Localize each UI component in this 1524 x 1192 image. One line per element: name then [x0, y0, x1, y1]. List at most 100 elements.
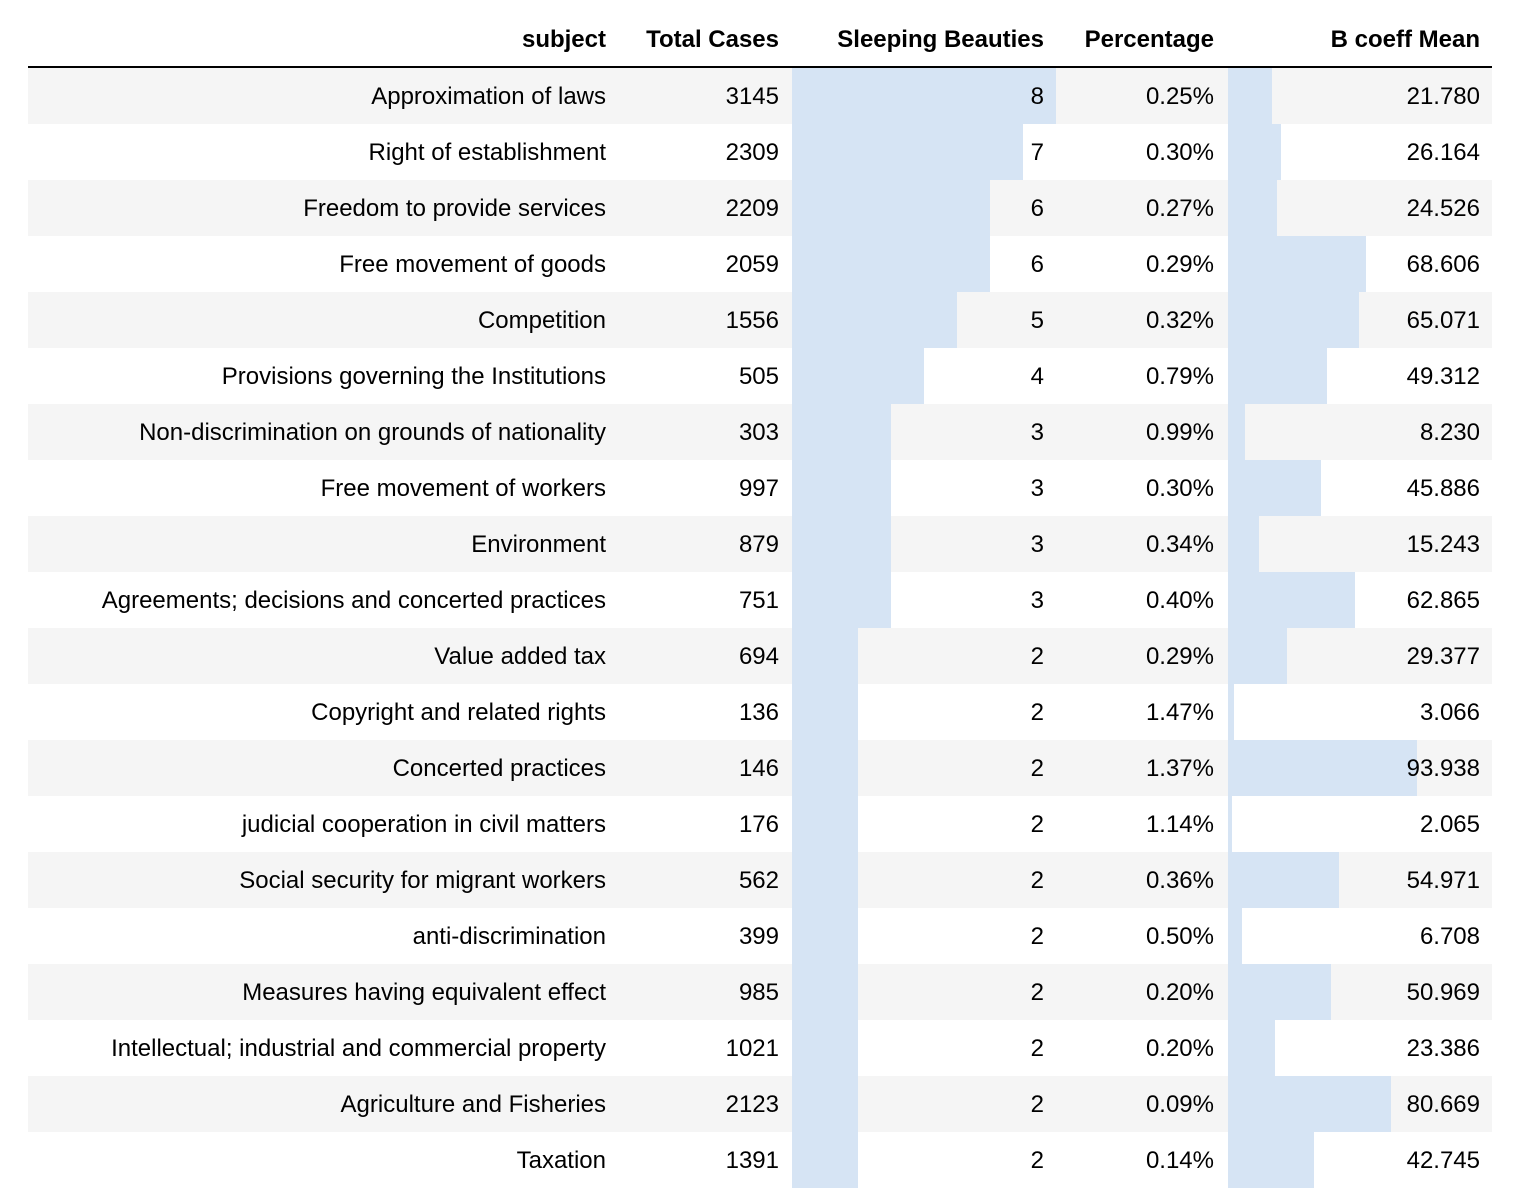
cell-total-cases: 1021 — [725, 1035, 779, 1062]
cell-sleeping-beauties: 7 — [1030, 139, 1044, 166]
cell-total-cases: 303 — [738, 419, 779, 446]
table-row: Free movement of goods 2059 6 0.29% 68.606 — [28, 236, 1492, 292]
cell-total-cases: 2209 — [725, 195, 779, 222]
cell-subject: Environment — [471, 531, 606, 558]
cell-b-coeff-mean: 80.669 — [1406, 1091, 1480, 1118]
cell-percentage: 0.09% — [1145, 1091, 1214, 1118]
b-coeff-bar — [1228, 908, 1242, 964]
cell-b-coeff-mean: 26.164 — [1406, 139, 1480, 166]
b-coeff-bar — [1228, 572, 1355, 628]
sleeping-beauties-bar — [792, 908, 858, 964]
cell-sleeping-beauties: 3 — [1030, 587, 1044, 614]
b-coeff-bar — [1228, 1076, 1391, 1132]
cell-percentage: 0.14% — [1145, 1147, 1214, 1174]
cell-total-cases: 997 — [738, 475, 779, 502]
cell-sleeping-beauties: 6 — [1030, 251, 1044, 278]
cell-subject: Value added tax — [434, 643, 606, 670]
cell-sleeping-beauties: 2 — [1030, 811, 1044, 838]
cell-total-cases: 505 — [738, 363, 779, 390]
cell-sleeping-beauties: 4 — [1030, 363, 1044, 390]
b-coeff-bar — [1228, 292, 1360, 348]
cell-b-coeff-mean: 29.377 — [1406, 643, 1480, 670]
sleeping-beauties-bar — [792, 236, 990, 292]
cell-total-cases: 146 — [738, 755, 779, 782]
cell-b-coeff-mean: 49.312 — [1406, 363, 1480, 390]
cell-total-cases: 2123 — [725, 1091, 779, 1118]
cell-total-cases: 694 — [738, 643, 779, 670]
cell-percentage: 0.30% — [1145, 475, 1214, 502]
cell-subject: Measures having equivalent effect — [242, 979, 606, 1006]
sleeping-beauties-bar — [792, 572, 891, 628]
table-row: Competition 1556 5 0.32% 65.071 — [28, 292, 1492, 348]
sleeping-beauties-bar — [792, 1132, 858, 1188]
sleeping-beauties-bar — [792, 1076, 858, 1132]
header-b-coeff-mean: B coeff Mean — [1330, 26, 1480, 53]
b-coeff-bar — [1228, 460, 1321, 516]
b-coeff-bar — [1228, 1132, 1315, 1188]
cell-subject: Approximation of laws — [371, 83, 606, 110]
table-body: Approximation of laws 3145 8 0.25% 21.780 Rig… — [28, 68, 1492, 1188]
cell-subject: Free movement of workers — [320, 475, 606, 502]
sleeping-beauties-bar — [792, 68, 1056, 124]
table-row: Copyright and related rights 136 2 1.47% 3.0… — [28, 684, 1492, 740]
cell-subject: Agriculture and Fisheries — [340, 1091, 606, 1118]
table-row: Social security for migrant workers 562 2 0… — [28, 852, 1492, 908]
header-sleeping-beauties: Sleeping Beauties — [837, 26, 1044, 53]
cell-percentage: 0.25% — [1145, 83, 1214, 110]
cell-subject: Social security for migrant workers — [239, 867, 606, 894]
cell-percentage: 0.99% — [1145, 419, 1214, 446]
table-row: Approximation of laws 3145 8 0.25% 21.780 — [28, 68, 1492, 124]
table-row: Measures having equivalent effect 985 2 0.2… — [28, 964, 1492, 1020]
cell-percentage: 1.47% — [1145, 699, 1214, 726]
cell-b-coeff-mean: 62.865 — [1406, 587, 1480, 614]
cell-subject: Provisions governing the Institutions — [221, 363, 606, 390]
cell-total-cases: 751 — [738, 587, 779, 614]
cell-percentage: 0.29% — [1145, 251, 1214, 278]
cell-percentage: 0.27% — [1145, 195, 1214, 222]
sleeping-beauties-bar — [792, 292, 957, 348]
b-coeff-bar — [1228, 740, 1418, 796]
table-row: Non-discrimination on grounds of nationa… — [28, 404, 1492, 460]
cell-sleeping-beauties: 3 — [1030, 531, 1044, 558]
table-header: subject Total Cases Sleeping Beauties Pe… — [28, 0, 1492, 68]
cell-subject: judicial cooperation in civil matters — [241, 811, 606, 838]
cell-total-cases: 136 — [738, 699, 779, 726]
cell-b-coeff-mean: 15.243 — [1406, 531, 1480, 558]
table-row: anti-discrimination 399 2 0.50% 6.708 — [28, 908, 1492, 964]
sleeping-beauties-bar — [792, 740, 858, 796]
table-row: Agreements; decisions and concerted prac… — [28, 572, 1492, 628]
cell-total-cases: 1556 — [725, 307, 779, 334]
cell-subject: Competition — [477, 307, 606, 334]
cell-sleeping-beauties: 2 — [1030, 699, 1044, 726]
b-coeff-bar — [1228, 124, 1281, 180]
table-row: Freedom to provide services 2209 6 0.27% 24.… — [28, 180, 1492, 236]
cell-sleeping-beauties: 2 — [1030, 755, 1044, 782]
sleeping-beauties-bar — [792, 1020, 858, 1076]
cell-sleeping-beauties: 2 — [1030, 1035, 1044, 1062]
cell-total-cases: 2059 — [725, 251, 779, 278]
cell-total-cases: 2309 — [725, 139, 779, 166]
cell-b-coeff-mean: 2.065 — [1419, 811, 1480, 838]
cell-sleeping-beauties: 3 — [1030, 475, 1044, 502]
b-coeff-bar — [1228, 68, 1272, 124]
cell-total-cases: 1391 — [725, 1147, 779, 1174]
cell-sleeping-beauties: 8 — [1030, 83, 1044, 110]
cell-sleeping-beauties: 2 — [1030, 979, 1044, 1006]
cell-b-coeff-mean: 54.971 — [1406, 867, 1480, 894]
table-row: Agriculture and Fisheries 2123 2 0.09% 80.66… — [28, 1076, 1492, 1132]
table-row: judicial cooperation in civil matters 176… — [28, 796, 1492, 852]
cell-sleeping-beauties: 2 — [1030, 1091, 1044, 1118]
cell-subject: Agreements; decisions and concerted prac… — [101, 587, 606, 614]
sleeping-beauties-bar — [792, 404, 891, 460]
cell-b-coeff-mean: 3.066 — [1419, 699, 1480, 726]
b-coeff-bar — [1228, 1020, 1276, 1076]
table-row: Intellectual; industrial and commercial … — [28, 1020, 1492, 1076]
header-subject: subject — [521, 26, 606, 53]
cell-percentage: 0.40% — [1145, 587, 1214, 614]
b-coeff-bar — [1228, 180, 1278, 236]
sleeping-beauties-bar — [792, 852, 858, 908]
data-table: subject Total Cases Sleeping Beauties Pe… — [28, 0, 1492, 1188]
table-row: Value added tax 694 2 0.29% 29.377 — [28, 628, 1492, 684]
cell-total-cases: 176 — [738, 811, 779, 838]
sleeping-beauties-bar — [792, 460, 891, 516]
